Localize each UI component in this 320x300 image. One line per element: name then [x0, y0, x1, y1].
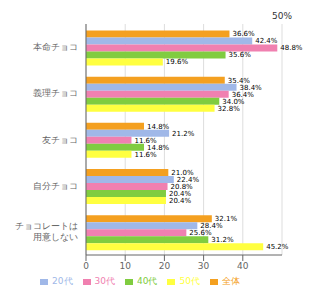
svg-text:35.6%: 35.6%: [229, 51, 252, 59]
svg-text:20.4%: 20.4%: [169, 190, 192, 199]
svg-text:義理チョコ: 義理チョコ: [33, 88, 78, 98]
svg-text:32.1%: 32.1%: [214, 215, 238, 224]
svg-text:20.4%: 20.4%: [169, 197, 192, 205]
svg-text:32.8%: 32.8%: [218, 105, 241, 113]
svg-text:42.4%: 42.4%: [255, 37, 278, 45]
svg-text:21.2%: 21.2%: [172, 130, 195, 138]
svg-text:45.2%: 45.2%: [266, 243, 289, 251]
svg-text:19.6%: 19.6%: [166, 58, 189, 66]
svg-text:本命チョコ: 本命チョコ: [33, 42, 78, 52]
svg-text:0: 0: [83, 261, 89, 271]
svg-text:38.4%: 38.4%: [239, 83, 262, 92]
svg-text:50%: 50%: [272, 11, 292, 21]
svg-text:14.8%: 14.8%: [147, 143, 170, 152]
svg-text:10: 10: [119, 261, 131, 271]
html-text:50代: 50代: [179, 276, 200, 286]
svg-text:友チョコ: 友チョコ: [42, 135, 78, 145]
svg-text:40: 40: [237, 261, 249, 271]
svg-text:11.6%: 11.6%: [134, 136, 157, 145]
svg-text:20: 20: [159, 261, 171, 271]
svg-text:31.2%: 31.2%: [211, 236, 234, 244]
svg-text:48.8%: 48.8%: [280, 44, 303, 52]
svg-text:自分チョコ: 自分チョコ: [33, 181, 78, 191]
html-text:30代: 30代: [94, 276, 115, 286]
svg-text:20.8%: 20.8%: [170, 183, 193, 192]
html-text:全体: 全体: [221, 276, 240, 286]
svg-text:30: 30: [198, 261, 210, 271]
svg-text:25.6%: 25.6%: [189, 229, 212, 237]
svg-text:28.4%: 28.4%: [200, 222, 223, 231]
svg-text:11.6%: 11.6%: [134, 151, 157, 159]
svg-text:21.0%: 21.0%: [171, 169, 194, 178]
svg-text:14.8%: 14.8%: [147, 123, 170, 131]
svg-text:35.4%: 35.4%: [227, 76, 250, 85]
svg-text:22.4%: 22.4%: [176, 176, 200, 185]
html-text:20代: 20代: [52, 276, 73, 286]
svg-text:36.6%: 36.6%: [232, 30, 255, 38]
svg-text:チョコレートは用意しない: チョコレートは用意しない: [15, 221, 78, 242]
svg-text:34.0%: 34.0%: [222, 97, 245, 106]
html-text:40代: 40代: [137, 276, 158, 286]
svg-text:36.4%: 36.4%: [231, 90, 254, 99]
